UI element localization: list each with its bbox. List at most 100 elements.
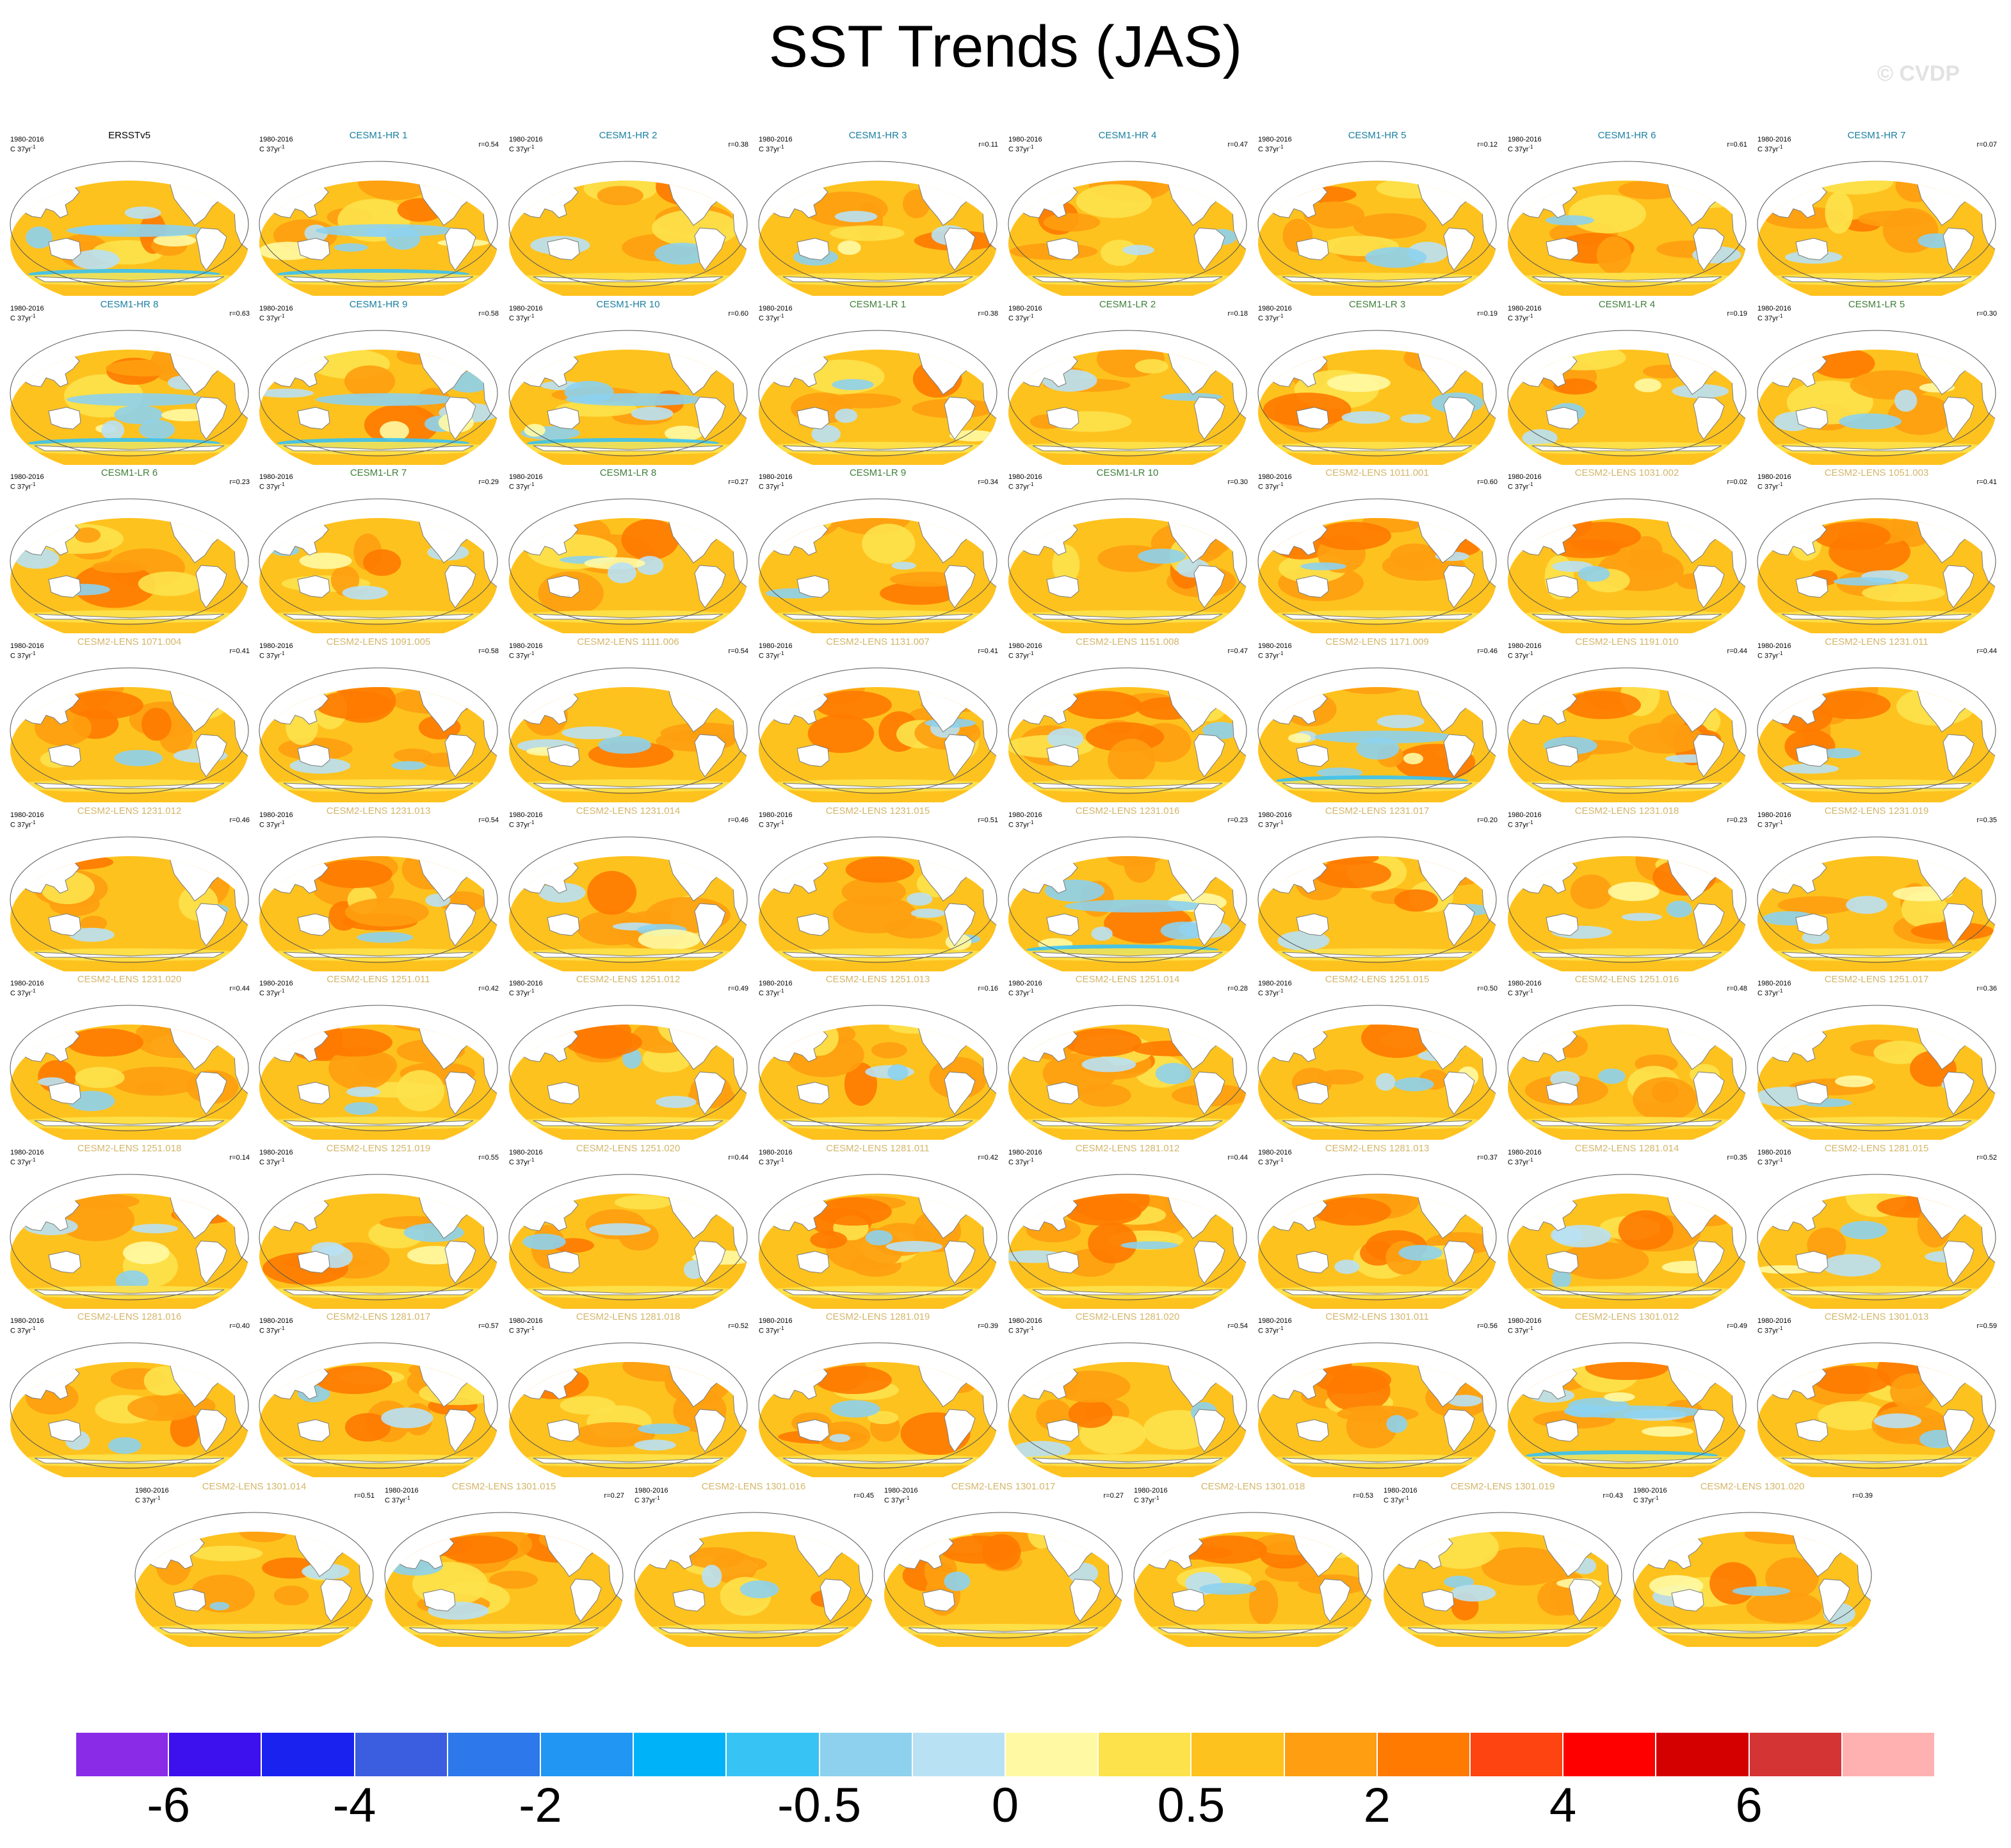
panel-period: 1980-2016 <box>259 136 293 143</box>
globe-outline <box>1507 1005 1747 1131</box>
units-exponent: -1 <box>1528 482 1533 487</box>
panel-period: 1980-2016 <box>1633 1487 1667 1495</box>
globe-outline <box>259 330 498 457</box>
land-mask <box>796 1082 830 1105</box>
panel-title: ERSSTv5 <box>108 130 150 141</box>
land-mask <box>1282 952 1473 958</box>
panel-period: 1980-2016 <box>759 305 793 312</box>
land-mask <box>1296 1251 1329 1274</box>
panel-title: CESM1-LR 4 <box>1598 299 1656 310</box>
units-exponent: -1 <box>779 651 784 656</box>
units-text: C 37yr <box>1008 1327 1030 1335</box>
land-mask <box>173 1589 206 1612</box>
globe-outline <box>1008 1005 1247 1131</box>
land-mask <box>444 1071 476 1115</box>
globe-outline <box>1633 1512 1872 1639</box>
pattern-correlation: r=0.18 <box>1227 310 1248 318</box>
pattern-correlation: r=0.49 <box>1727 1322 1748 1330</box>
land-mask <box>973 856 995 861</box>
units-text: C 37yr <box>1757 652 1779 660</box>
pattern-correlation: r=0.58 <box>478 647 499 655</box>
sst-field <box>259 687 497 802</box>
units-exponent: -1 <box>31 144 36 150</box>
map-panel: CESM1-HR 5 1980-2016 C 37yr-1 r=0.12 <box>1253 131 1501 300</box>
pattern-correlation: r=0.44 <box>229 985 250 993</box>
panel-units: C 37yr-1 <box>10 143 36 154</box>
globe-outline <box>758 330 997 457</box>
sst-field <box>759 1194 997 1309</box>
land-mask <box>48 1082 81 1105</box>
pattern-correlation: r=0.12 <box>1477 141 1498 149</box>
units-text: C 37yr <box>1757 821 1779 829</box>
sst-field <box>1508 687 1746 802</box>
units-exponent: -1 <box>655 1495 660 1501</box>
units-exponent: -1 <box>529 313 535 319</box>
colorbar-box <box>726 1732 820 1777</box>
land-mask <box>1193 396 1225 440</box>
panel-units: C 37yr-1 <box>1258 819 1284 829</box>
sst-trend-map <box>384 1512 624 1647</box>
panel-units: C 37yr-1 <box>1134 1495 1159 1505</box>
units-exponent: -1 <box>529 1325 535 1331</box>
land-mask <box>694 1240 726 1284</box>
globe-outline <box>259 836 498 963</box>
land-mask <box>1032 445 1223 451</box>
land-mask <box>1443 903 1475 946</box>
panel-units: C 37yr-1 <box>259 819 285 829</box>
units-text: C 37yr <box>135 1496 156 1505</box>
map-panel: CESM2-LENS 1251.014 1980-2016 C 37yr-1 r=0.… <box>1003 975 1252 1144</box>
land-mask <box>973 1194 995 1198</box>
land-mask <box>672 1589 706 1612</box>
map-panel: CESM2-LENS 1301.011 1980-2016 C 37yr-1 r=0.… <box>1253 1312 1501 1481</box>
sst-trend-map <box>1507 161 1747 296</box>
land-mask <box>1693 734 1725 777</box>
land-mask <box>444 227 476 271</box>
land-mask <box>547 1082 580 1105</box>
units-text: C 37yr <box>259 314 280 323</box>
land-mask <box>723 1025 745 1029</box>
land-mask <box>973 1025 995 1029</box>
map-panel: CESM1-LR 10 1980-2016 C 37yr-1 r=0.30 <box>1003 468 1252 637</box>
panel-units: C 37yr-1 <box>509 650 535 660</box>
units-text: C 37yr <box>1757 1158 1779 1167</box>
sst-field <box>1258 518 1496 633</box>
sst-field <box>10 856 248 971</box>
panel-title: CESM1-LR 3 <box>1348 299 1406 310</box>
land-mask <box>1296 238 1329 261</box>
sst-field <box>1757 1194 1996 1309</box>
pattern-correlation: r=0.41 <box>978 647 999 655</box>
sst-field <box>1134 1532 1372 1647</box>
globe-outline <box>1257 1174 1497 1301</box>
sst-trend-map <box>1133 1512 1373 1647</box>
panel-title: CESM2-LENS 1301.011 <box>1325 1311 1429 1322</box>
land-mask <box>1722 350 1744 354</box>
land-mask <box>195 734 227 777</box>
pattern-correlation: r=0.57 <box>478 1322 499 1330</box>
land-mask <box>533 613 723 620</box>
land-mask <box>796 1419 830 1442</box>
units-text: C 37yr <box>10 314 31 323</box>
sst-field <box>1258 1362 1496 1477</box>
colorbar <box>76 1732 1935 1777</box>
units-text: C 37yr <box>10 652 31 660</box>
land-mask <box>34 445 225 451</box>
map-panel: CESM1-HR 4 1980-2016 C 37yr-1 r=0.47 <box>1003 131 1252 300</box>
panel-title: CESM1-HR 9 <box>349 299 408 310</box>
panel-units: C 37yr-1 <box>509 143 535 154</box>
units-exponent: -1 <box>280 1325 285 1331</box>
panel-units: C 37yr-1 <box>1757 1156 1783 1167</box>
panel-title: CESM2-LENS 1251.020 <box>576 1143 681 1154</box>
panel-title: CESM1-LR 7 <box>350 467 407 478</box>
units-exponent: -1 <box>31 482 36 487</box>
land-mask <box>1781 276 1972 282</box>
panel-units: C 37yr-1 <box>259 1156 285 1167</box>
units-text: C 37yr <box>509 652 530 660</box>
land-mask <box>1443 1071 1475 1115</box>
panel-units: C 37yr-1 <box>509 481 535 491</box>
land-mask <box>1296 1419 1329 1442</box>
land-mask <box>1193 1240 1225 1284</box>
land-mask <box>1693 1409 1725 1452</box>
pattern-correlation: r=0.37 <box>1477 1154 1498 1162</box>
land-mask <box>1942 396 1975 440</box>
